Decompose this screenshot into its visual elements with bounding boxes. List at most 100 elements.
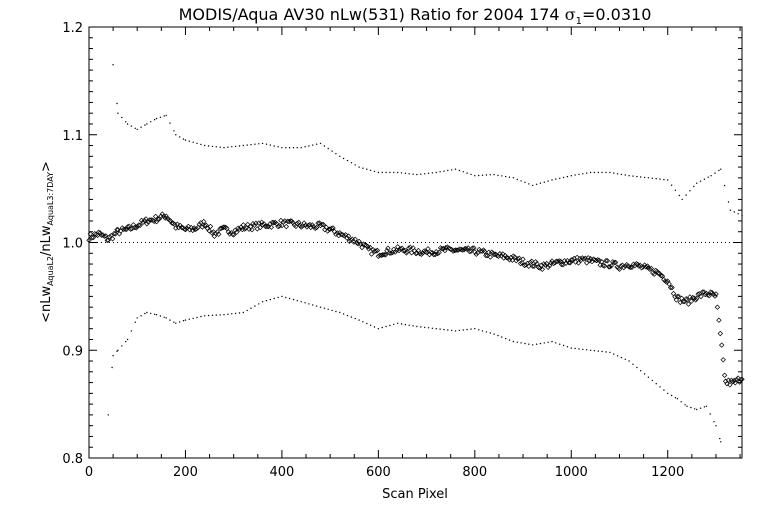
data-point	[549, 258, 555, 264]
envelope-point	[620, 173, 623, 176]
data-point	[408, 250, 415, 256]
envelope-point	[385, 325, 387, 328]
data-point	[677, 299, 683, 306]
data-point	[360, 241, 367, 247]
data-point	[708, 289, 714, 295]
envelope-layer	[107, 63, 743, 443]
data-point	[600, 262, 606, 269]
data-point	[276, 223, 283, 229]
data-point	[527, 259, 533, 265]
envelope-point	[681, 198, 683, 201]
data-point	[95, 229, 102, 235]
envelope-point	[670, 184, 673, 186]
data-point	[366, 246, 372, 252]
data-point	[152, 213, 159, 220]
envelope-point	[342, 313, 345, 315]
envelope-point	[281, 147, 283, 149]
data-point	[734, 376, 740, 383]
data-point	[182, 226, 189, 233]
envelope-point	[339, 155, 341, 157]
envelope-point	[647, 376, 650, 378]
envelope-point	[350, 316, 353, 318]
envelope-point	[358, 319, 360, 321]
envelope-point	[285, 147, 287, 149]
data-point	[590, 256, 597, 262]
data-point	[210, 229, 217, 235]
envelope-point	[570, 347, 572, 349]
data-point	[346, 238, 353, 244]
envelope-point	[369, 169, 372, 171]
envelope-point	[165, 317, 167, 319]
envelope-point	[258, 303, 260, 305]
data-point	[720, 357, 726, 363]
data-point	[636, 263, 642, 269]
envelope-point	[508, 339, 511, 341]
data-point	[556, 258, 562, 264]
data-point	[648, 265, 654, 272]
envelope-point	[454, 330, 457, 332]
data-point	[378, 252, 384, 258]
data-point	[674, 293, 681, 300]
data-point	[627, 264, 634, 270]
envelope-point	[281, 295, 283, 298]
envelope-point	[670, 394, 673, 397]
envelope-point	[462, 171, 464, 173]
data-point	[239, 226, 246, 233]
envelope-point	[605, 351, 607, 353]
envelope-point	[153, 313, 156, 315]
data-point	[352, 236, 358, 242]
envelope-point	[254, 143, 256, 145]
data-point	[304, 224, 310, 230]
envelope-point	[175, 134, 177, 136]
data-point	[181, 226, 188, 232]
data-point	[396, 247, 402, 254]
data-point	[159, 211, 165, 217]
envelope-point	[223, 314, 225, 316]
envelope-point	[715, 425, 717, 427]
data-point	[278, 217, 284, 224]
envelope-point	[723, 184, 726, 187]
envelope-point	[381, 171, 383, 174]
envelope-point	[397, 322, 399, 324]
data-point	[457, 246, 463, 252]
data-point	[294, 220, 300, 227]
data-point	[523, 262, 529, 268]
envelope-point	[447, 169, 449, 172]
data-point	[539, 266, 545, 272]
y-axis-label-sub2: AquaL3:7DAY	[46, 172, 55, 226]
envelope-point	[126, 123, 129, 125]
data-point	[345, 233, 352, 239]
envelope-point	[636, 175, 638, 178]
envelope-point	[335, 153, 337, 155]
data-point	[425, 246, 431, 252]
envelope-point	[632, 175, 634, 177]
envelope-point	[555, 178, 557, 180]
data-point	[538, 262, 545, 268]
data-point	[473, 251, 479, 257]
data-point	[651, 271, 657, 277]
data-point	[264, 223, 270, 230]
envelope-point	[543, 342, 545, 344]
envelope-point	[703, 178, 706, 180]
data-point	[544, 260, 550, 267]
data-point	[348, 237, 354, 243]
envelope-point	[586, 349, 588, 351]
data-point	[503, 254, 510, 261]
data-point	[187, 227, 193, 233]
envelope-point	[397, 171, 399, 174]
envelope-point	[651, 379, 653, 382]
envelope-point	[296, 147, 298, 149]
data-point	[699, 289, 706, 295]
envelope-point	[215, 146, 217, 148]
data-point	[240, 222, 246, 228]
envelope-point	[559, 343, 561, 345]
data-point	[178, 224, 185, 231]
envelope-point	[292, 147, 295, 149]
envelope-point	[574, 347, 576, 350]
envelope-point	[134, 127, 136, 129]
envelope-point	[605, 171, 607, 174]
envelope-point	[566, 346, 569, 348]
envelope-point	[601, 171, 603, 174]
data-point	[344, 235, 350, 241]
